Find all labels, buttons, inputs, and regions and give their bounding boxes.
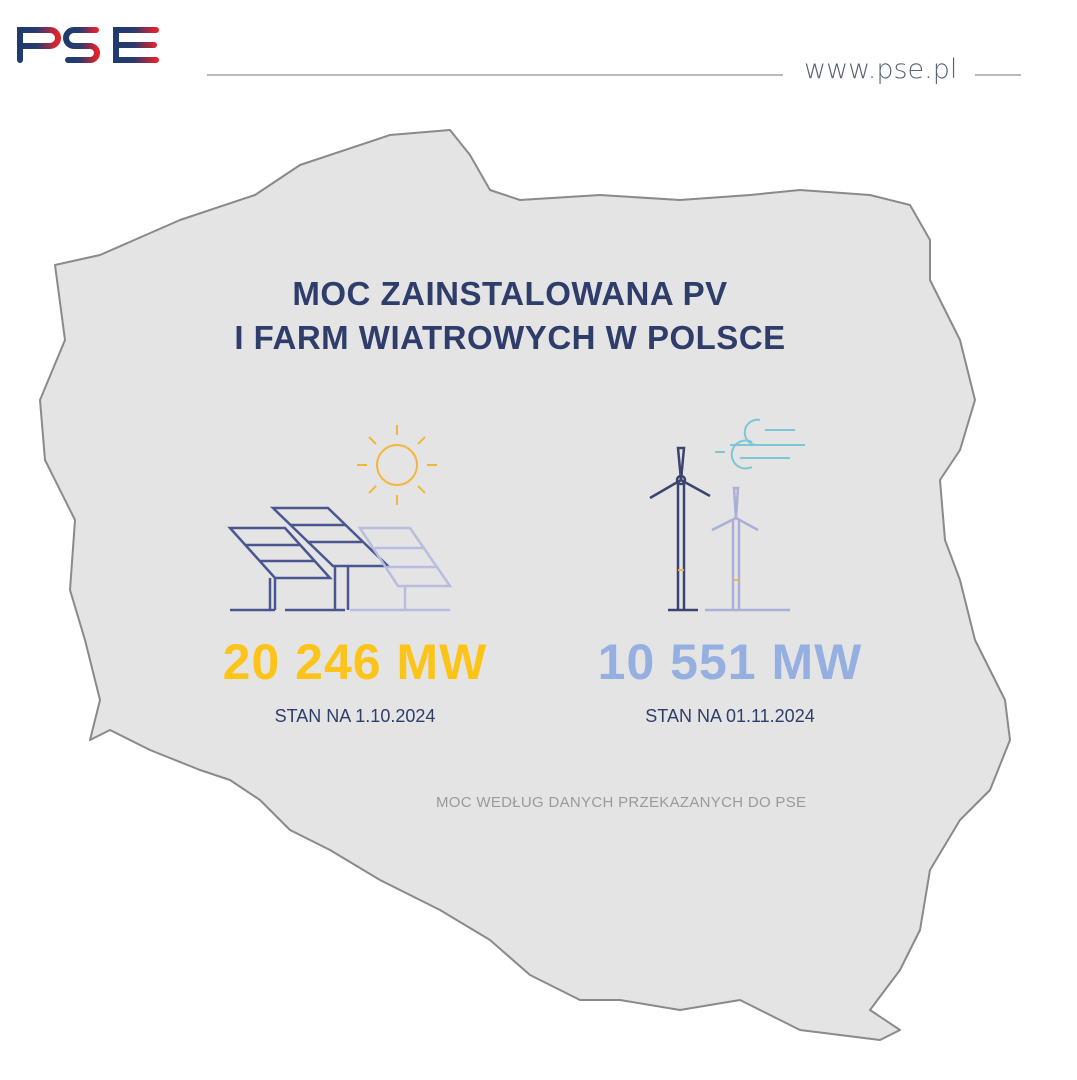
- pv-date: STAN NA 1.10.2024: [274, 706, 436, 726]
- website-link[interactable]: www.pse.pl: [804, 54, 958, 85]
- source-note: MOC WEDŁUG DANYCH PRZEKAZANYCH DO PSE: [436, 794, 807, 811]
- wind-date: STAN NA 01.11.2024: [645, 706, 815, 726]
- wind-capacity-value: 10 551 MW: [597, 634, 863, 690]
- title-line-2: I FARM WIATROWYCH W POLSCE: [234, 319, 786, 356]
- pv-capacity-value: 20 246 MW: [222, 634, 488, 690]
- header-divider: [207, 74, 783, 76]
- header-divider-right: [975, 74, 1021, 76]
- solar-panel-sun-icon: [227, 425, 453, 612]
- wind-turbine-icon: [649, 418, 805, 612]
- title-line-1: MOC ZAINSTALOWANA PV: [292, 275, 728, 312]
- pse-logo: [17, 27, 159, 77]
